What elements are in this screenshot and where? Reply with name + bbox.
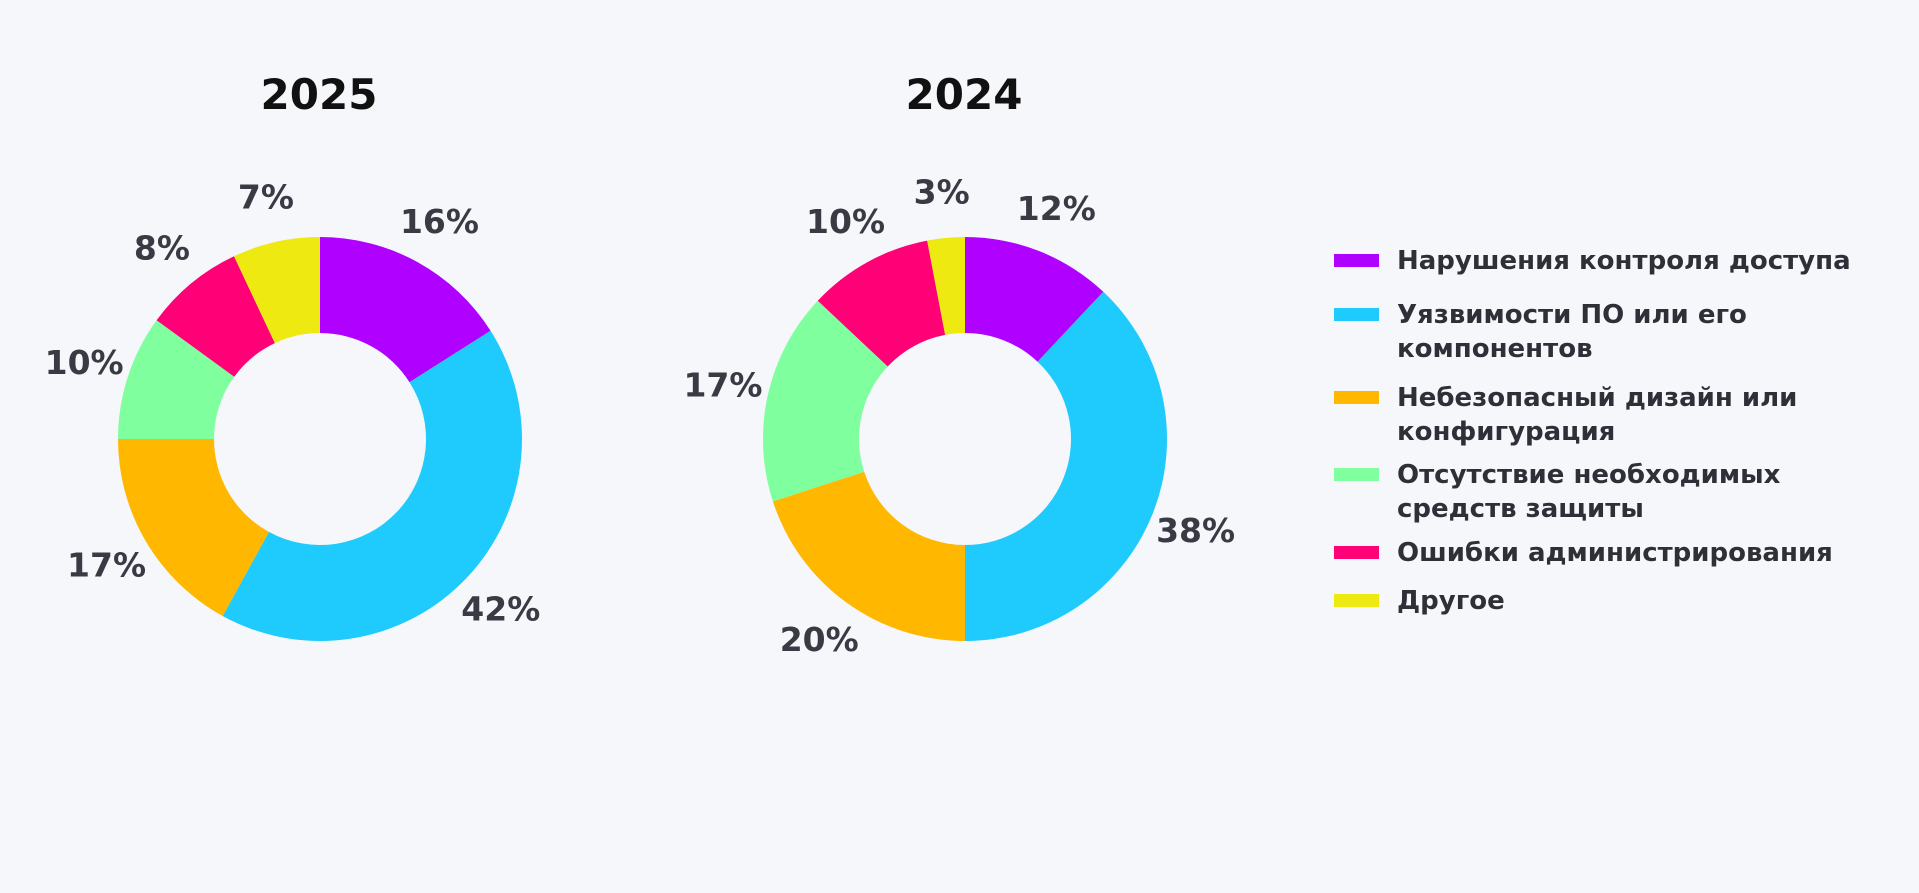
legend-item: Нарушения контроля доступа [1334,244,1897,278]
slice-percent-label: 3% [914,173,970,212]
donut-slice [118,439,269,617]
legend-swatch [1334,254,1379,267]
donut-slice [965,291,1167,641]
legend-item: Небезопасный дизайн или конфигурация [1334,381,1897,449]
legend-label: Уязвимости ПО или его компонентов [1397,300,1747,364]
donut-slice [817,240,946,367]
slice-percent-label: 10% [806,202,885,241]
legend-swatch [1334,594,1379,607]
legend-item: Отсутствие необходимых средств защиты [1334,458,1897,526]
legend-label: Отсутствие необходимых средств защиты [1397,460,1781,524]
legend-item: Другое [1334,584,1897,618]
slice-percent-label: 7% [238,177,294,216]
slice-percent-label: 17% [67,546,146,585]
slice-percent-label: 42% [461,589,540,628]
legend-label: Небезопасный дизайн или конфигурация [1397,383,1798,447]
donut-slice [927,237,965,335]
chart-title-2025: 2025 [260,70,378,119]
slice-percent-label: 16% [400,202,479,241]
slice-percent-label: 38% [1156,511,1235,550]
donut-slice [233,237,320,344]
donut-slice [763,300,888,502]
donut-slice [965,237,1104,362]
legend-item: Уязвимости ПО или его компонентов [1334,298,1897,366]
legend-swatch [1334,468,1379,481]
donut-slice [320,237,491,383]
donut-slice [118,320,235,439]
legend-label: Другое [1397,586,1505,616]
donut-slice [156,256,275,377]
legend-swatch [1334,546,1379,559]
donut-slice [222,330,522,641]
donut-slice [772,471,965,641]
slice-percent-label: 17% [683,365,762,404]
slice-percent-label: 10% [45,343,124,382]
slice-percent-label: 20% [780,620,859,659]
legend-swatch [1334,308,1379,321]
slice-percent-label: 8% [134,228,190,267]
chart-title-2024: 2024 [905,70,1023,119]
legend-label: Нарушения контроля доступа [1397,246,1851,276]
legend-swatch [1334,391,1379,404]
slice-percent-label: 12% [1017,189,1096,228]
legend-item: Ошибки администрирования [1334,536,1897,570]
legend-label: Ошибки администрирования [1397,538,1833,568]
